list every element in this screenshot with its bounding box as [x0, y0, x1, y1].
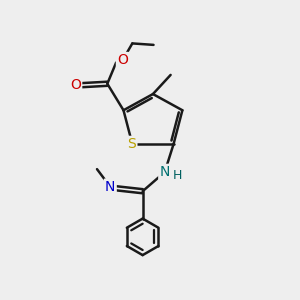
Text: H: H — [172, 169, 182, 182]
Text: N: N — [105, 180, 116, 194]
Text: O: O — [70, 78, 81, 92]
Text: S: S — [128, 137, 136, 151]
Text: O: O — [117, 53, 128, 67]
Text: N: N — [160, 165, 170, 179]
